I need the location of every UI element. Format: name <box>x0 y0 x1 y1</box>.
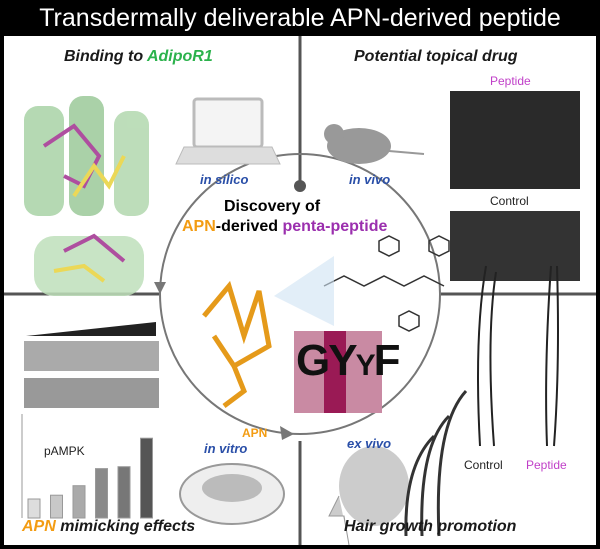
discovery-line2: APN-derived penta-peptide <box>182 218 388 235</box>
pampk-label: pAMPK <box>44 444 85 458</box>
hair-fibers-photo <box>477 265 559 447</box>
in-vitro-label: in vitro <box>204 441 248 456</box>
topical-heading: Potential topical drug <box>354 48 518 65</box>
laptop-icon <box>175 97 281 165</box>
divider-node <box>294 180 306 192</box>
peptide-structure <box>323 235 450 332</box>
hair-control-label: Control <box>464 458 503 472</box>
hair-peptide-label: Peptide <box>526 458 567 472</box>
adipor1-label: AdipoR1 <box>146 48 213 65</box>
mouse-icon <box>324 124 425 164</box>
pampk-bars <box>27 437 153 519</box>
peptide-mice-photo <box>450 91 580 189</box>
pampk-bar <box>140 437 153 519</box>
peptide-mice-label: Peptide <box>490 74 531 88</box>
graphical-abstract: Binding to AdipoR1 in silico Potential t… <box>4 36 596 545</box>
sequence-logo-letters: GYYF <box>296 336 400 385</box>
diagram-graphics <box>4 36 596 545</box>
hair-follicles-icon <box>404 389 468 537</box>
control-mice-label: Control <box>490 194 529 208</box>
binding-heading: Binding to AdipoR1 <box>64 48 213 65</box>
highlight-cone <box>274 256 334 326</box>
apn-structure <box>202 280 272 408</box>
western-blot-1 <box>24 341 159 371</box>
concentration-gradient <box>26 322 156 336</box>
ex-vivo-label: ex vivo <box>347 436 392 451</box>
pampk-bar <box>50 494 63 519</box>
arrow-head <box>280 426 294 440</box>
control-mice-photo <box>450 211 580 281</box>
in-silico-label: in silico <box>200 172 249 187</box>
pampk-bar <box>72 485 86 519</box>
head-icon <box>328 446 409 545</box>
western-blot-2 <box>24 378 159 408</box>
hair-heading: Hair growth promotion <box>344 518 517 535</box>
figure-title: Transdermally deliverable APN-derived pe… <box>39 4 561 32</box>
arrow-head <box>154 282 166 294</box>
apn-protein-label: APN <box>242 426 268 440</box>
pampk-bar <box>27 498 41 519</box>
discovery-line1: Discovery of <box>224 198 321 215</box>
pampk-bar <box>95 468 108 519</box>
pampk-bar <box>117 466 131 519</box>
adipor1-structure <box>24 96 149 296</box>
in-vivo-label: in vivo <box>349 172 391 187</box>
mimicking-heading: APN mimicking effects <box>22 518 196 535</box>
